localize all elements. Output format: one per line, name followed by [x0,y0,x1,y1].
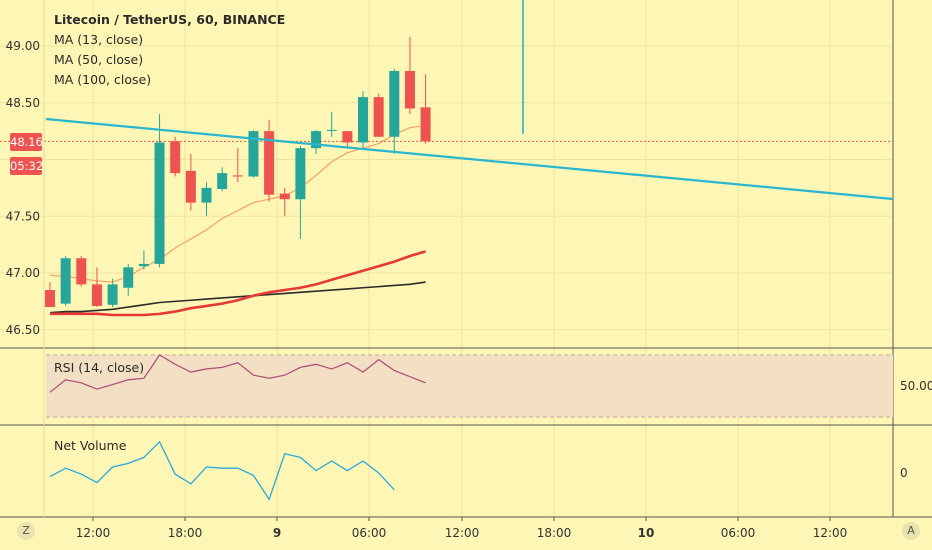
rsi-axis-tick: 50.00 [900,379,932,393]
time-tick-label: 12:00 [813,526,848,540]
candles [45,36,431,308]
chart-legend: Litecoin / TetherUS, 60, BINANCE MA (13,… [54,10,285,90]
rsi-line [49,354,426,393]
candle [295,145,306,239]
net-volume-layer: 0 [49,440,908,501]
candle-body [373,97,384,137]
candle-body [358,97,368,143]
candle-body [420,107,431,142]
candle [342,131,353,149]
ma50-label[interactable]: MA (50, close) [54,52,144,67]
net-volume-label[interactable]: Net Volume [54,438,127,453]
candle [217,167,228,192]
time-tick-label: 12:00 [445,526,480,540]
net-volume-axis-tick: 0 [900,466,908,480]
rsi-label[interactable]: RSI (14, close) [54,360,145,375]
ma100-label[interactable]: MA (100, close) [54,72,152,87]
pane-separators [0,0,932,518]
price-tick-label: 48.50 [6,96,40,110]
time-tick-label: 06:00 [721,526,756,540]
candle-body [76,258,87,285]
time-tick-label: 12:00 [76,526,111,540]
candle-body [295,148,306,200]
candle-body [170,141,181,174]
candle [311,129,322,154]
candle [420,74,431,144]
candle-body [248,131,259,177]
candle-body [123,267,134,288]
time-tick-label: 06:00 [352,526,387,540]
candle [326,111,337,137]
candle [373,93,384,137]
candle-body [201,187,212,203]
candle [358,91,368,149]
candle-body [91,284,102,306]
candle-body [185,170,196,203]
candle-body [326,129,337,131]
trendline [45,117,894,201]
candle-body [264,131,275,195]
candle-body [232,175,243,177]
candle [264,119,275,202]
auto-scale-button[interactable]: A [902,522,920,540]
ma13-label[interactable]: MA (13, close) [54,32,144,47]
candle-body [60,258,71,304]
countdown-tag: 05:32 [10,157,44,175]
time-tick-label: 10 [638,526,655,540]
drawings[interactable] [45,0,894,201]
rsi-layer: 50.00 [46,354,932,418]
candle [91,267,102,308]
candle [389,68,400,154]
price-tick-label: 46.50 [6,323,40,337]
candle [279,187,290,217]
candle [185,153,196,211]
last-price-tag: 48.16 [10,133,43,151]
axes: 49.00 48.50 47.50 47.00 46.50 12:00 18:00 9 06:0… [6,39,848,540]
ma100-line [49,281,426,314]
time-tick-label: 18:00 [537,526,572,540]
candle-body [279,193,290,200]
net-volume-line [49,440,395,501]
price-tick-label: 49.00 [6,39,40,53]
zoom-button[interactable]: Z [17,522,35,540]
candle-body [107,284,118,305]
candle [248,129,259,178]
candle [76,255,87,287]
candle [123,263,134,296]
time-tick-label: 18:00 [168,526,203,540]
candle [107,278,118,308]
ma50-line [50,250,426,317]
grid [0,0,893,517]
price-tick-label: 47.50 [6,209,40,223]
candle-body [138,263,149,267]
candle [404,36,415,115]
candle [201,182,212,217]
candle-body [404,70,415,109]
symbol-title[interactable]: Litecoin / TetherUS, 60, BINANCE [54,12,286,27]
candle-body [389,70,400,137]
price-tick-label: 47.00 [6,266,40,280]
time-tick-label: 9 [273,526,281,540]
candle [138,250,149,270]
candle [154,114,165,268]
candle [232,148,243,183]
candle-body [311,131,322,149]
candle-body [342,131,353,143]
rsi-band [46,355,893,417]
candle [45,282,55,308]
candle-body [45,290,55,308]
candle [60,255,71,306]
candle-body [154,142,165,264]
candle [170,136,181,177]
candle-body [217,173,228,190]
